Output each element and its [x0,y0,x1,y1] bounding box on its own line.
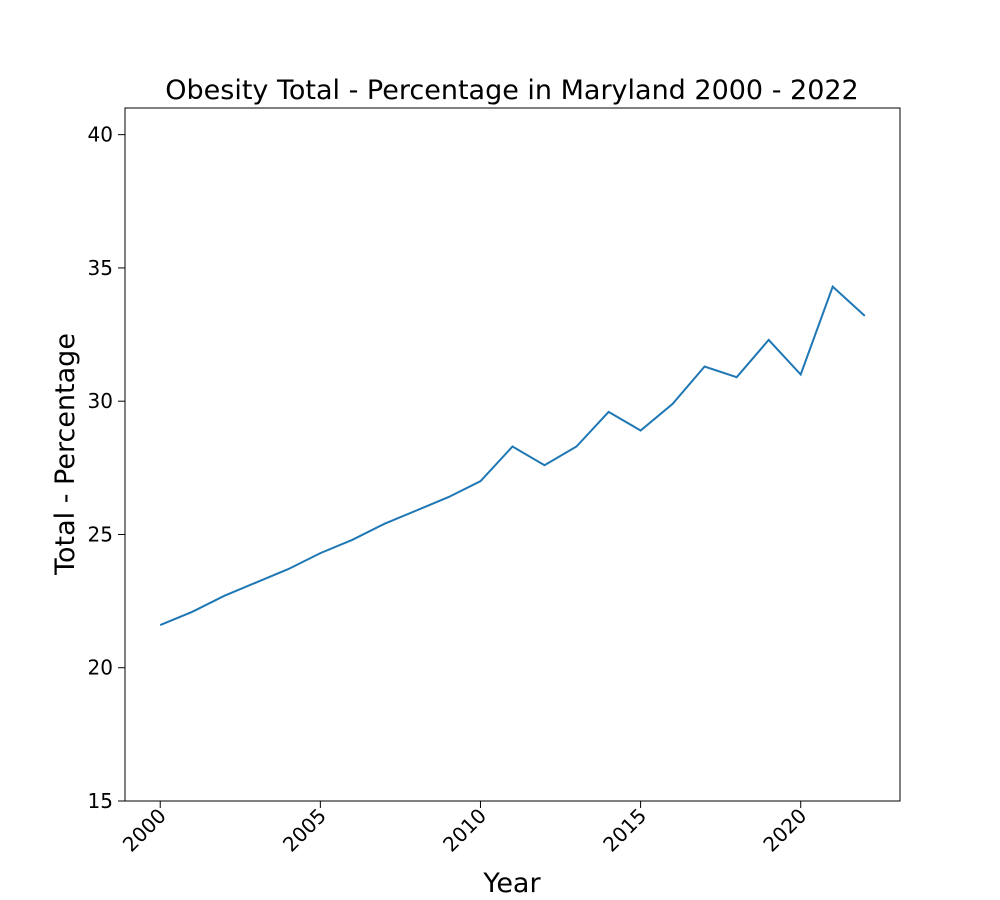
x-tick-label: 2000 [118,804,171,857]
plot-frame [124,107,901,802]
y-axis-label: Total - Percentage [50,333,81,576]
y-tick-label: 25 [88,522,113,546]
y-tick-label: 40 [88,123,113,147]
x-tick-label: 2015 [598,804,651,857]
x-axis-label: Year [482,868,541,899]
chart-title: Obesity Total - Percentage in Maryland 2… [165,75,858,106]
series-line [159,284,866,627]
tick-group: 2000 2005 2010 2015 2020 15 20 25 30 35 40 [88,123,812,857]
y-tick-label: 20 [88,656,113,680]
x-tick-label: 2010 [438,804,491,857]
y-tick-label: 30 [88,389,113,413]
x-tick-label: 2020 [758,804,811,857]
x-tick-label: 2005 [278,804,331,857]
plot-area [159,284,866,627]
y-tick-label: 15 [88,789,113,813]
y-tick-label: 35 [88,256,113,280]
